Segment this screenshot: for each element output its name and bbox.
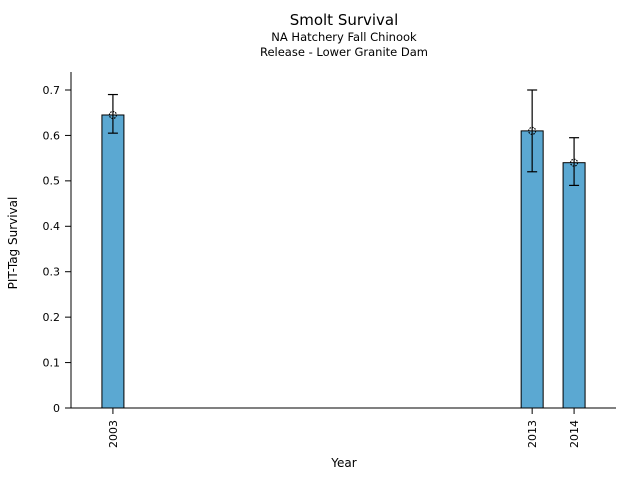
y-tick-label: 0.6 xyxy=(43,129,61,142)
y-tick-label: 0.2 xyxy=(43,311,61,324)
chart-title: Smolt Survival xyxy=(289,11,399,29)
chart-subtitle-line1: NA Hatchery Fall Chinook xyxy=(271,30,417,44)
title-block: Smolt Survival NA Hatchery Fall Chinook … xyxy=(48,0,640,60)
y-tick-label: 0.1 xyxy=(43,356,61,369)
bar xyxy=(520,130,544,409)
y-tick-label: 0.3 xyxy=(43,266,61,279)
y-tick-label: 0.7 xyxy=(43,84,61,97)
x-tick-label: 2003 xyxy=(107,420,120,448)
bar xyxy=(562,162,586,409)
x-tick-label: 2014 xyxy=(568,420,581,448)
point-marker-circle xyxy=(108,110,118,120)
x-axis-label: Year xyxy=(331,456,357,470)
point-marker-circle xyxy=(569,158,579,167)
chart-subtitle-line2: Release - Lower Granite Dam xyxy=(259,45,428,59)
bar xyxy=(101,114,125,409)
x-tick-label: 2013 xyxy=(526,420,539,448)
y-tick-label: 0.4 xyxy=(43,220,61,233)
y-tick-label: 0 xyxy=(53,402,60,415)
point-marker-circle xyxy=(528,126,537,135)
y-tick-label: 0.5 xyxy=(43,175,61,188)
